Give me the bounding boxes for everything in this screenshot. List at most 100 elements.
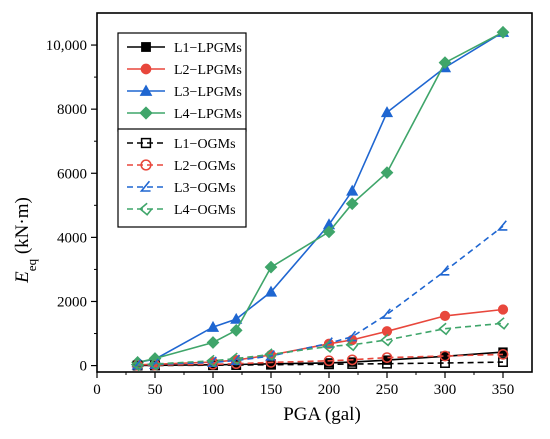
legend-box xyxy=(117,32,247,132)
legend-item: L3−OGMs xyxy=(127,180,236,196)
legend-marker xyxy=(140,159,152,171)
legend-marker xyxy=(141,42,151,52)
legend-marker xyxy=(139,180,151,192)
series-line xyxy=(137,351,504,367)
legend-lpgms: L1−LPGMs L2−LPGMs L3−LPGMs L4−LPGMs xyxy=(117,32,247,132)
x-tick-label: 300 xyxy=(434,382,457,398)
data-point xyxy=(130,358,144,372)
data-point xyxy=(345,197,359,211)
legend-label: L4−OGMs xyxy=(174,203,236,218)
legend-label: L1−OGMs xyxy=(174,137,236,152)
legend-label: L3−LPGMs xyxy=(174,85,242,100)
plot-border xyxy=(96,12,533,373)
series-l4-ogms xyxy=(130,317,510,372)
data-point xyxy=(229,323,243,337)
legend-marker xyxy=(140,63,152,75)
y-axis-title: Eeq (kN·m) xyxy=(12,197,39,284)
series-l2-lpgms xyxy=(132,304,509,370)
legend-item: L4−LPGMs xyxy=(127,106,242,122)
legend-item: L4−OGMs xyxy=(127,202,236,218)
series-l2-ogms xyxy=(132,349,509,371)
data-point xyxy=(497,349,509,360)
data-point xyxy=(382,358,392,369)
data-point xyxy=(229,352,243,366)
legend-item: L1−OGMs xyxy=(127,137,236,152)
data-point xyxy=(496,317,510,330)
legend-marker xyxy=(139,84,153,96)
data-point xyxy=(323,355,335,367)
data-point xyxy=(380,106,394,118)
legend-box xyxy=(117,128,247,228)
data-point xyxy=(206,354,220,368)
data-point xyxy=(496,25,510,39)
series-l3-ogms xyxy=(131,220,508,370)
data-point xyxy=(438,322,452,336)
legend-ogms: L1−OGMs L2−OGMs L3−OGMs L4−OGMs xyxy=(117,128,247,228)
x-tick-label: 350 xyxy=(492,382,515,398)
data-point xyxy=(322,340,336,353)
x-tick-label: 200 xyxy=(318,382,341,398)
series-line xyxy=(137,361,504,367)
x-tick-label: 150 xyxy=(260,382,283,398)
data-point xyxy=(346,330,357,342)
series-l1-lpgms xyxy=(132,347,508,371)
data-point xyxy=(439,350,451,362)
data-point xyxy=(346,354,358,366)
data-point xyxy=(497,304,509,315)
y-axis-title-unit: (kN·m) xyxy=(12,197,33,259)
data-point xyxy=(346,184,359,196)
data-point xyxy=(380,333,394,347)
x-axis-ticks: 0 50 100 150 200 250 300 350 xyxy=(93,372,514,398)
data-point xyxy=(380,166,394,180)
data-point xyxy=(496,220,508,231)
legend-label: L1−LPGMs xyxy=(174,41,242,56)
data-point xyxy=(381,352,393,363)
legend-label: L2−OGMs xyxy=(174,159,236,174)
x-tick-label: 50 xyxy=(148,382,163,398)
plot-frame xyxy=(96,12,533,373)
series-layer xyxy=(130,25,510,372)
data-point xyxy=(206,336,220,349)
x-tick-label: 250 xyxy=(376,382,399,398)
data-point xyxy=(438,56,452,70)
legend-label: L2−LPGMs xyxy=(174,63,242,78)
data-point xyxy=(440,358,450,368)
data-point xyxy=(265,357,277,368)
series-line xyxy=(137,31,504,364)
series-line xyxy=(137,225,504,366)
data-point xyxy=(439,310,451,322)
data-point xyxy=(322,225,336,239)
x-tick-label: 100 xyxy=(202,382,225,398)
x-axis-title: PGA (gal) xyxy=(283,404,361,425)
legend-marker xyxy=(139,106,153,120)
data-point xyxy=(148,357,162,371)
series-line xyxy=(137,322,504,366)
data-point xyxy=(264,285,278,297)
y-tick-label: 10,000 xyxy=(46,38,87,54)
y-tick-label: 8000 xyxy=(57,102,87,118)
data-point xyxy=(230,312,243,324)
y-tick-label: 0 xyxy=(80,359,88,375)
legend-item: L2−OGMs xyxy=(127,159,236,174)
legend-item: L3−LPGMs xyxy=(127,84,242,100)
y-tick-label: 4000 xyxy=(57,230,87,246)
data-point xyxy=(380,308,392,319)
series-line xyxy=(137,353,504,367)
y-axis-title-symbol: E xyxy=(12,271,33,284)
x-tick-label: 0 xyxy=(93,382,101,398)
data-point xyxy=(345,338,359,352)
legend-label: L4−LPGMs xyxy=(174,107,242,122)
y-axis-title-subscript: eq xyxy=(24,258,39,271)
series-line xyxy=(137,31,504,364)
data-point xyxy=(206,320,220,332)
legend-item: L1−LPGMs xyxy=(127,41,242,56)
y-tick-label: 6000 xyxy=(57,166,87,182)
y-axis-ticks: 0 2000 4000 6000 8000 10,000 xyxy=(46,38,97,375)
data-point xyxy=(264,348,278,361)
legend-marker xyxy=(140,137,152,149)
data-point xyxy=(264,260,278,274)
legend-item: L2−LPGMs xyxy=(127,63,242,78)
legend-marker xyxy=(139,202,153,216)
y-tick-label: 2000 xyxy=(57,294,87,310)
